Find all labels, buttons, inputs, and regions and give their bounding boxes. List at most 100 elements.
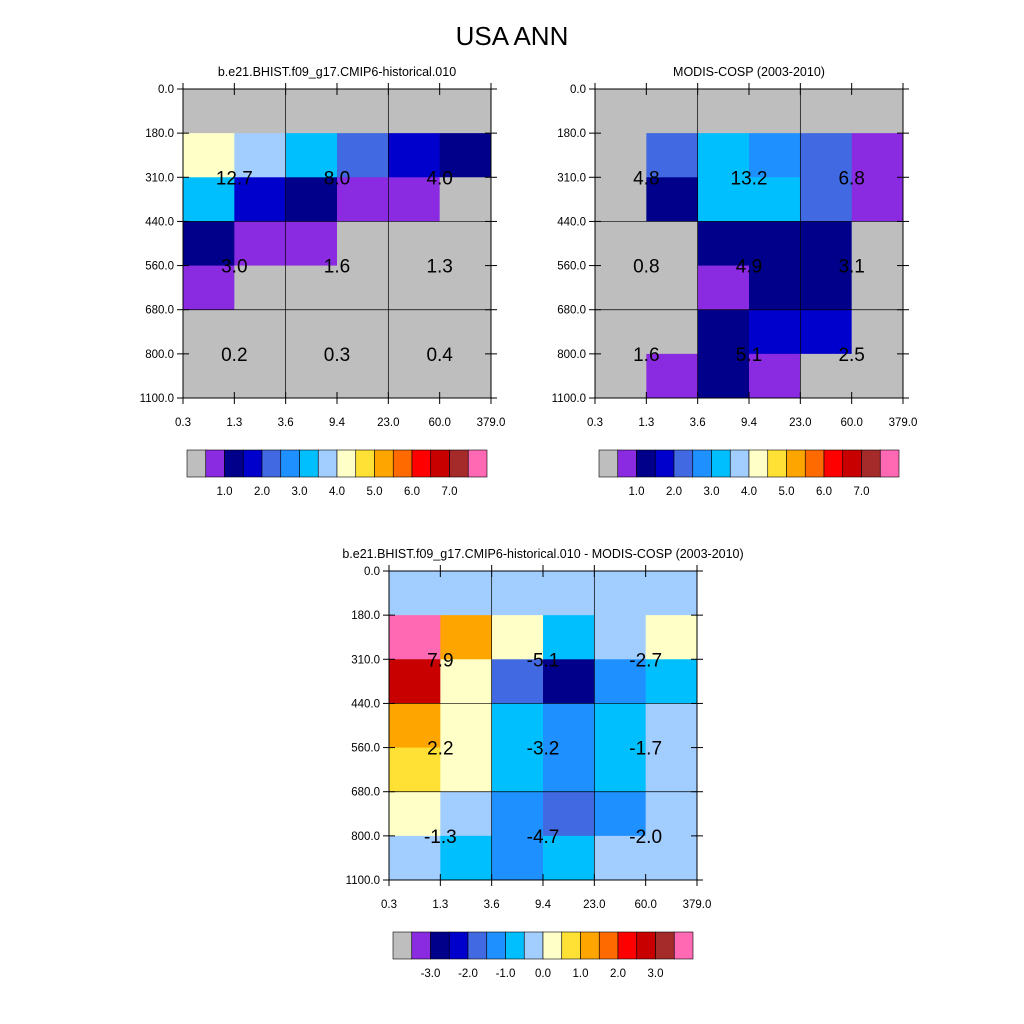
data-label: 3.1 — [838, 257, 864, 278]
data-label: -2.0 — [629, 827, 662, 848]
heatmap-cell — [749, 353, 801, 399]
heatmap-cell — [440, 615, 493, 660]
heatmap-cell — [337, 221, 389, 267]
x-tick-label: 3.6 — [690, 417, 706, 429]
heatmap-cell — [440, 835, 493, 881]
heatmap-cell — [440, 659, 493, 704]
heatmap-cell — [646, 177, 699, 222]
heatmap-cell — [697, 221, 750, 267]
data-label: 2.5 — [838, 345, 864, 366]
heatmap-cell — [234, 221, 287, 267]
y-tick-label: 1100.0 — [346, 875, 380, 887]
data-label: 6.8 — [838, 168, 864, 189]
colorbar-box — [392, 449, 413, 478]
colorbar-label: 4.0 — [329, 486, 345, 498]
panel-title: b.e21.BHIST.f09_g17.CMIP6-historical.010 — [218, 65, 456, 79]
x-tick-label: 3.6 — [484, 899, 500, 911]
colorbar-box — [355, 449, 375, 478]
heatmap-cell — [851, 177, 904, 222]
data-label: -5.1 — [527, 650, 560, 671]
colorbar-box — [486, 931, 506, 960]
y-tick-label: 560.0 — [145, 261, 174, 273]
panel-1: b.e21.BHIST.f09_g17.CMIP6-historical.010… — [140, 65, 506, 429]
heatmap-cell — [285, 133, 338, 178]
heatmap-cell — [595, 89, 647, 134]
colorbar-box — [729, 449, 750, 478]
colorbar-box — [523, 931, 544, 960]
y-tick-label: 440.0 — [557, 216, 586, 228]
colorbar-box — [673, 449, 694, 478]
heatmap-cell — [697, 89, 750, 134]
colorbar-box — [430, 931, 450, 960]
colorbar-label: -1.0 — [496, 968, 516, 980]
heatmap-cell — [234, 89, 287, 134]
x-tick-label: 9.4 — [329, 417, 346, 429]
colorbar-box — [261, 449, 282, 478]
heatmap-cell — [491, 835, 544, 881]
heatmap-cell — [851, 265, 904, 311]
heatmap-cell — [543, 747, 595, 793]
colorbar-box — [186, 449, 207, 478]
data-label: 5.1 — [736, 345, 762, 366]
colorbar-box — [673, 931, 694, 960]
y-tick-label: 180.0 — [557, 128, 586, 140]
plots-group: b.e21.BHIST.f09_g17.CMIP6-historical.010… — [140, 65, 918, 980]
heatmap-cell — [439, 177, 492, 222]
colorbar-box — [299, 449, 319, 478]
x-tick-label: 379.0 — [477, 417, 506, 429]
panel-3: b.e21.BHIST.f09_g17.CMIP6-historical.010… — [342, 547, 743, 911]
colorbar-box — [224, 449, 244, 478]
colorbar-box — [711, 449, 731, 478]
x-tick-label: 1.3 — [638, 417, 654, 429]
heatmap-cell — [388, 309, 441, 355]
heatmap-cell — [595, 177, 647, 222]
heatmap-cell — [800, 265, 853, 311]
colorbar-box — [448, 931, 469, 960]
x-tick-label: 379.0 — [683, 899, 712, 911]
heatmap-cell — [389, 791, 441, 837]
heatmap-cell — [389, 835, 441, 881]
heatmap-cell — [183, 221, 235, 267]
heatmap-cell — [851, 133, 904, 178]
colorbar-label: 2.0 — [610, 968, 626, 980]
colorbar-box — [879, 449, 900, 478]
heatmap-cell — [800, 177, 853, 222]
data-label: -4.7 — [527, 827, 560, 848]
colorbar-label: -3.0 — [421, 968, 441, 980]
heatmap-cell — [439, 265, 492, 311]
heatmap-cell — [491, 615, 544, 660]
heatmap-cell — [337, 309, 389, 355]
heatmap-cell — [389, 659, 441, 704]
heatmap-cell — [749, 89, 801, 134]
x-tick-label: 60.0 — [840, 417, 862, 429]
heatmap-cell — [594, 659, 647, 704]
data-label: 13.2 — [731, 168, 768, 189]
colorbar-box — [467, 931, 488, 960]
heatmap-cell — [440, 791, 493, 837]
heatmap-cell — [595, 353, 647, 399]
heatmap-cell — [491, 791, 544, 837]
x-tick-label: 23.0 — [789, 417, 811, 429]
colorbar-box — [617, 449, 637, 478]
heatmap-cell — [645, 747, 698, 793]
heatmap-cell — [800, 221, 853, 267]
heatmap-cell — [594, 571, 647, 616]
x-tick-label: 9.4 — [535, 899, 552, 911]
heatmap-cell — [800, 89, 853, 134]
colorbar-label: 2.0 — [254, 486, 270, 498]
heatmap-cell — [388, 221, 441, 267]
heatmap-cell — [800, 133, 853, 178]
colorbar-box — [561, 931, 581, 960]
y-tick-label: 310.0 — [145, 172, 174, 184]
heatmap-cell — [645, 703, 698, 749]
x-tick-label: 1.3 — [226, 417, 242, 429]
colorbar-label: 1.0 — [629, 486, 645, 498]
heatmap-cell — [285, 221, 338, 267]
heatmap-cell — [646, 221, 699, 267]
heatmap-cell — [646, 265, 699, 311]
data-label: 4.8 — [633, 168, 659, 189]
heatmap-cell — [440, 703, 493, 749]
heatmap-cell — [800, 353, 853, 399]
colorbar-box — [767, 449, 787, 478]
